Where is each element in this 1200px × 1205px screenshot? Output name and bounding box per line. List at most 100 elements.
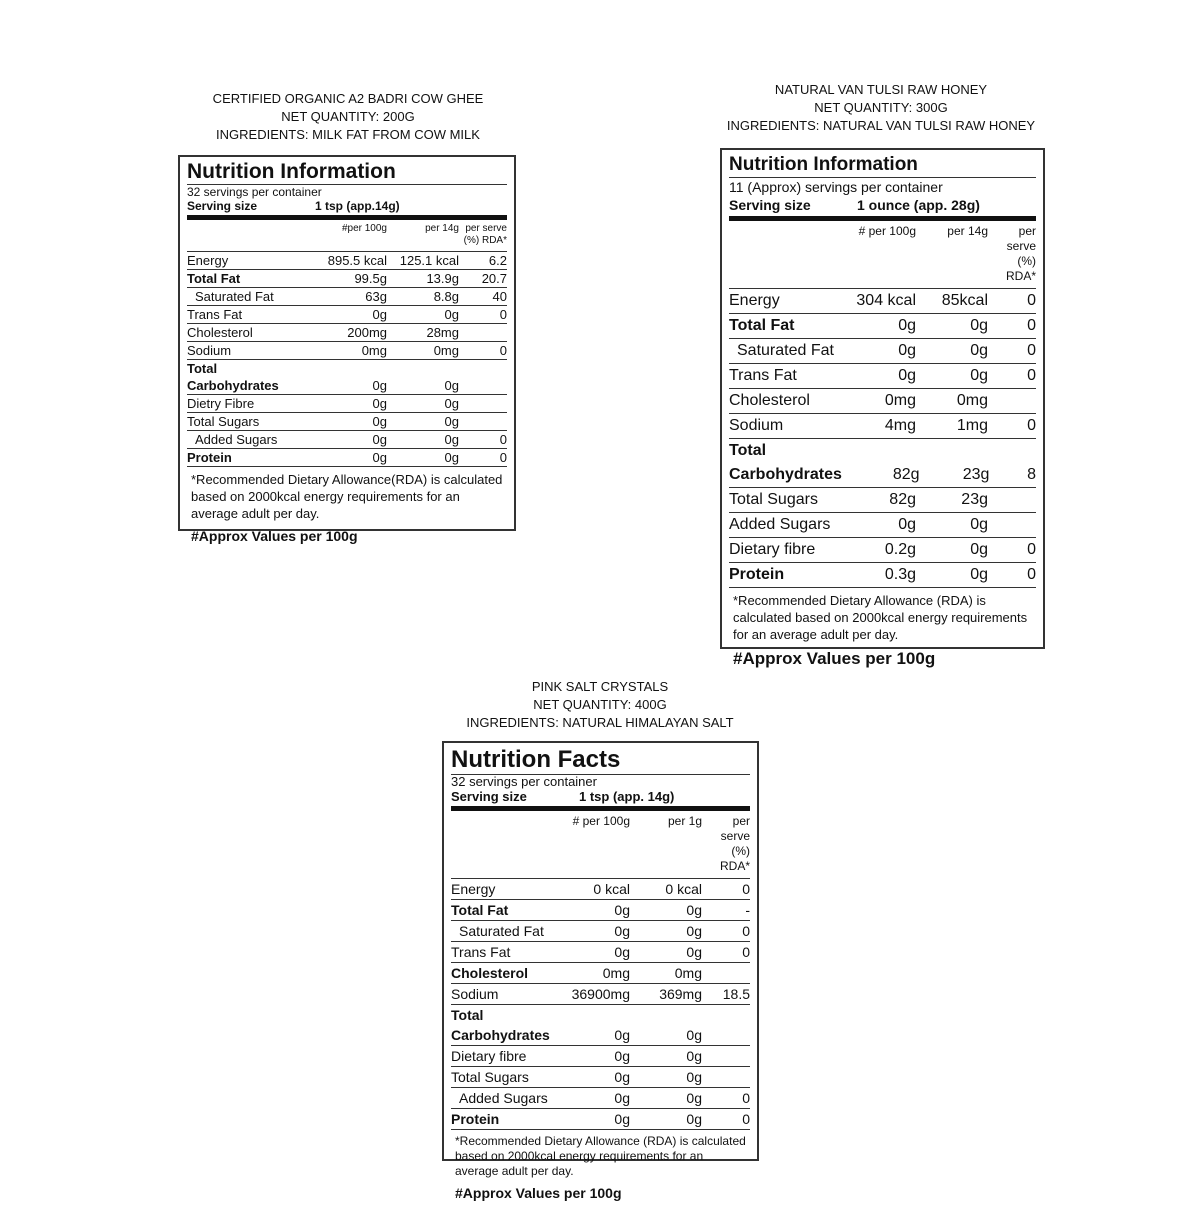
value-rda: 0 (499, 450, 507, 465)
column-header: #per 100g (341, 223, 387, 234)
nutrient-name: Sodium (729, 417, 784, 434)
serving-size: Serving size 1 tsp (app. 14g) (451, 789, 750, 811)
value-per-serve: 0g (444, 450, 459, 465)
value-rda: 40 (492, 289, 507, 304)
nutrient-name: Total Carbohydrates (451, 1007, 550, 1043)
nutrient-row: Added Sugars 0g 0g (729, 513, 1036, 538)
value-per-serve: 0g (444, 414, 459, 429)
value-per-serve: 0g (970, 342, 988, 359)
value-per-100g: 0g (372, 414, 387, 429)
nutrition-label: Nutrition Information 11 (Approx) serving… (720, 148, 1045, 668)
serving-size-label: Serving size (451, 789, 527, 804)
value-per-100g: 0g (898, 367, 916, 384)
nutrient-row: Energy 895.5 kcal 125.1 kcal 6.2 (187, 252, 507, 270)
value-per-serve: 28mg (426, 325, 459, 340)
value-per-serve: 85kcal (941, 292, 988, 309)
approx-values-note: #Approx Values per 100g (455, 1185, 622, 1201)
rda-footnote: *Recommended Dietary Allowance (RDA) is … (733, 593, 1028, 642)
value-rda: 0 (499, 307, 507, 322)
value-per-100g: 4mg (884, 417, 916, 434)
nutrient-name: Saturated Fat (195, 289, 274, 304)
nutrient-name: Dietry Fibre (187, 396, 255, 411)
value-per-serve: 0g (970, 317, 988, 334)
nutrient-name: Total Carbohydrates (187, 361, 279, 393)
value-per-100g: 0mg (361, 343, 387, 358)
value-per-100g: 0.2g (884, 541, 916, 558)
nutrient-row: Total Fat 99.5g 13.9g 20.7 (187, 270, 507, 288)
value-per-serve: 0g (686, 902, 702, 918)
nutrient-row: Added Sugars 0g 0g 0 (187, 431, 507, 449)
nutrient-row: Trans Fat 0g 0g 0 (451, 942, 750, 963)
value-rda: 0 (742, 923, 750, 939)
column-header: per 14g (947, 224, 988, 238)
net-quantity: NET QUANTITY: 300G (814, 100, 948, 115)
value-per-100g: 0g (372, 396, 387, 411)
nutrient-name: Total Fat (451, 902, 509, 918)
value-rda: 0 (1027, 367, 1036, 384)
value-per-100g: 82g (889, 491, 916, 508)
value-per-100g: 0g (372, 307, 387, 322)
value-per-serve: 0g (686, 1069, 702, 1085)
nutrition-label: Nutrition Facts 32 servings per container… (442, 741, 759, 1201)
nutrient-name: Cholesterol (187, 325, 253, 340)
value-per-serve: 0g (686, 1090, 702, 1106)
nutrient-row: Total Carbohydrates 0g 0g (451, 1005, 750, 1046)
nutrient-name: Energy (729, 292, 780, 309)
nutrient-name: Dietary fibre (729, 541, 816, 558)
value-per-100g: 0g (614, 1048, 630, 1064)
value-per-serve: 0mg (956, 392, 988, 409)
value-per-100g: 0g (614, 1069, 630, 1085)
nutrient-row: Saturated Fat 0g 0g 0 (729, 339, 1036, 364)
value-per-serve: 0g (686, 1111, 702, 1127)
nutrient-row: Dietary fibre 0.2g 0g 0 (729, 538, 1036, 563)
nutrient-name: Sodium (451, 986, 499, 1002)
nutrient-row: Protein 0.3g 0g 0 (729, 563, 1036, 588)
nutrient-row: Dietry Fibre 0g 0g (187, 395, 507, 413)
value-per-100g: 0g (372, 432, 387, 447)
product-name: NATURAL VAN TULSI RAW HONEY (774, 82, 988, 97)
column-header-nutrient (729, 224, 836, 284)
product-header: PINK SALT CRYSTALS NET QUANTITY: 400G INGR… (466, 678, 733, 732)
value-per-100g: 0g (614, 1090, 630, 1106)
column-header: # per 100g (572, 814, 630, 828)
nutrient-row: Trans Fat 0g 0g 0 (187, 306, 507, 324)
nutrient-name: Trans Fat (729, 367, 797, 384)
value-rda: 6.2 (488, 253, 507, 268)
nutrient-name: Trans Fat (187, 307, 243, 322)
nutrient-row: Sodium 36900mg 369mg 18.5 (451, 984, 750, 1005)
nutrient-row: Total Carbohydrates 0g 0g (187, 360, 507, 395)
value-rda: 0 (742, 881, 750, 897)
nutrient-row: Total Fat 0g 0g - (451, 900, 750, 921)
value-per-serve: 0g (444, 307, 459, 322)
value-rda: 0 (1027, 317, 1036, 334)
value-per-100g: 200mg (347, 325, 387, 340)
value-rda: 0 (1027, 541, 1036, 558)
nutrient-name: Cholesterol (451, 965, 529, 981)
value-rda: 0 (499, 343, 507, 358)
column-headers: # per 100g per 1g per serve (%) RDA* (451, 811, 750, 879)
value-per-serve: 0mg (433, 343, 459, 358)
column-header-nutrient (187, 223, 307, 247)
value-per-serve: 0g (970, 367, 988, 384)
nutrient-row: Saturated Fat 0g 0g 0 (451, 921, 750, 942)
value-per-100g: 0mg (884, 392, 916, 409)
column-header: per serve (%) RDA* (1005, 224, 1036, 283)
nutrient-name: Total Fat (187, 271, 241, 286)
column-header: per 14g (425, 223, 459, 234)
nutrient-name: Added Sugars (195, 432, 278, 447)
value-per-100g: 0g (898, 516, 916, 533)
serving-size: Serving size 1 ounce (app. 28g) (729, 196, 1036, 221)
nutrient-row: Total Sugars 82g 23g (729, 488, 1036, 513)
nutrient-name: Added Sugars (729, 516, 831, 533)
value-per-100g: 0mg (602, 965, 630, 981)
value-per-100g: 36900mg (571, 986, 630, 1002)
value-per-serve: 125.1 kcal (399, 253, 459, 268)
servings-per-container: 11 (Approx) servings per container (729, 179, 943, 195)
nutrient-row: Dietary fibre 0g 0g (451, 1046, 750, 1067)
value-per-serve: 0g (686, 944, 702, 960)
nutrition-label: Nutrition Information 32 servings per con… (178, 155, 516, 544)
nutrient-row: Saturated Fat 63g 8.8g 40 (187, 288, 507, 306)
product-header: NATURAL VAN TULSI RAW HONEY NET QUANTITY:… (727, 81, 1035, 135)
value-rda: 0 (1027, 417, 1036, 434)
column-headers: #per 100g per 14g per serve (%) RDA* (187, 220, 507, 252)
